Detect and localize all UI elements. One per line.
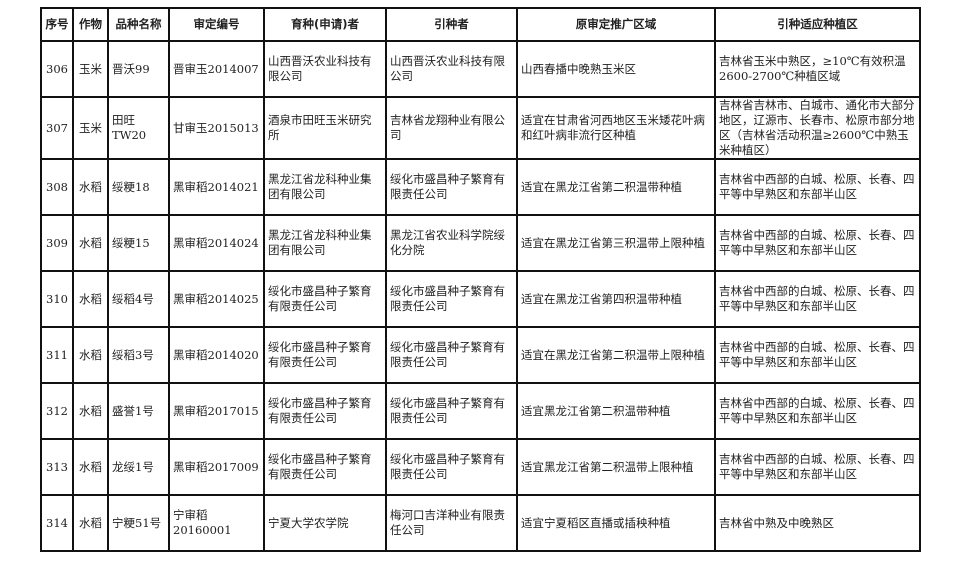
cell-adapted-region: 吉林省中西部的白城、松原、长春、四平等中早熟区和东部半山区	[714, 270, 921, 328]
cell-adapted-region: 吉林省中西部的白城、松原、长春、四平等中早熟区和东部半山区	[714, 214, 921, 272]
variety-table: 序号 作物 品种名称 审定编号 育种(申请)者 引种者 原审定推广区域 引种适应…	[40, 7, 921, 552]
table-row: 308 水稻 绥粳18 黑审稻2014021 黑龙江省龙科种业集团有限公司 绥化市盛昌种子…	[40, 158, 921, 216]
table-row: 310 水稻 绥稻4号 黑审稻2014025 绥化市盛昌种子繁育有限责任公司 绥化市盛昌种…	[40, 270, 921, 328]
header-orig-region: 原审定推广区域	[516, 7, 716, 42]
cell-approval-code: 宁审稻20160001	[168, 494, 265, 552]
cell-adapted-region: 吉林省玉米中熟区，≥10℃有效积温2600-2700℃种植区域	[714, 40, 921, 98]
header-code: 审定编号	[168, 7, 265, 42]
cell-crop: 水稻	[72, 270, 109, 328]
cell-approval-code: 黑审稻2014025	[168, 270, 265, 328]
cell-breeder: 绥化市盛昌种子繁育有限责任公司	[263, 326, 387, 384]
cell-original-region: 适宜黑龙江省第二积温带上限种植	[516, 438, 716, 496]
cell-approval-code: 晋审玉2014007	[168, 40, 265, 98]
cell-approval-code: 黑审稻2017015	[168, 382, 265, 440]
cell-original-region: 适宜在甘肃省河西地区玉米矮花叶病和红叶病非流行区种植	[516, 96, 716, 160]
cell-introducer: 黑龙江省农业科学院绥化分院	[385, 214, 518, 272]
cell-approval-code: 甘审玉2015013	[168, 96, 265, 160]
cell-approval-code: 黑审稻2014024	[168, 214, 265, 272]
cell-introducer: 梅河口吉洋种业有限责任公司	[385, 494, 518, 552]
cell-variety-name: 宁粳51号	[107, 494, 170, 552]
header-row: 序号 作物 品种名称 审定编号 育种(申请)者 引种者 原审定推广区域 引种适应…	[40, 7, 921, 42]
cell-introducer: 山西晋沃农业科技有限公司	[385, 40, 518, 98]
cell-variety-name: 绥粳15	[107, 214, 170, 272]
cell-introducer: 绥化市盛昌种子繁育有限责任公司	[385, 382, 518, 440]
table-row: 313 水稻 龙绥1号 黑审稻2017009 绥化市盛昌种子繁育有限责任公司 绥化市盛昌种…	[40, 438, 921, 496]
header-adapt-region: 引种适应种植区	[714, 7, 921, 42]
cell-crop: 水稻	[72, 382, 109, 440]
cell-adapted-region: 吉林省中熟及中晚熟区	[714, 494, 921, 552]
header-breeder: 育种(申请)者	[263, 7, 387, 42]
table-row: 312 水稻 盛誉1号 黑审稻2017015 绥化市盛昌种子繁育有限责任公司 绥化市盛昌种…	[40, 382, 921, 440]
cell-breeder: 绥化市盛昌种子繁育有限责任公司	[263, 270, 387, 328]
cell-breeder: 绥化市盛昌种子繁育有限责任公司	[263, 438, 387, 496]
table-row: 309 水稻 绥粳15 黑审稻2014024 黑龙江省龙科种业集团有限公司 黑龙江省农业科…	[40, 214, 921, 272]
cell-original-region: 适宜在黑龙江省第三积温带上限种植	[516, 214, 716, 272]
cell-original-region: 适宜在黑龙江省第二积温带种植	[516, 158, 716, 216]
cell-breeder: 宁夏大学农学院	[263, 494, 387, 552]
cell-adapted-region: 吉林省吉林市、白城市、通化市大部分地区，辽源市、长春市、松原市部分地区（吉林省活…	[714, 96, 921, 160]
header-introducer: 引种者	[385, 7, 518, 42]
cell-row-number: 306	[40, 40, 74, 98]
cell-introducer: 绥化市盛昌种子繁育有限责任公司	[385, 438, 518, 496]
cell-breeder: 山西晋沃农业科技有限公司	[263, 40, 387, 98]
cell-row-number: 310	[40, 270, 74, 328]
cell-variety-name: 盛誉1号	[107, 382, 170, 440]
cell-row-number: 307	[40, 96, 74, 160]
cell-introducer: 绥化市盛昌种子繁育有限责任公司	[385, 158, 518, 216]
table-row: 307 玉米 田旺TW20 甘审玉2015013 酒泉市田旺玉米研究所 吉林省龙翔种业有限…	[40, 96, 921, 160]
cell-row-number: 314	[40, 494, 74, 552]
cell-variety-name: 晋沃99	[107, 40, 170, 98]
cell-crop: 水稻	[72, 214, 109, 272]
cell-breeder: 黑龙江省龙科种业集团有限公司	[263, 158, 387, 216]
cell-original-region: 适宜在黑龙江省第四积温带种植	[516, 270, 716, 328]
cell-breeder: 酒泉市田旺玉米研究所	[263, 96, 387, 160]
cell-crop: 玉米	[72, 96, 109, 160]
cell-crop: 玉米	[72, 40, 109, 98]
cell-adapted-region: 吉林省中西部的白城、松原、长春、四平等中早熟区和东部半山区	[714, 158, 921, 216]
cell-crop: 水稻	[72, 494, 109, 552]
header-no: 序号	[40, 7, 74, 42]
cell-adapted-region: 吉林省中西部的白城、松原、长春、四平等中早熟区和东部半山区	[714, 382, 921, 440]
cell-row-number: 313	[40, 438, 74, 496]
cell-original-region: 山西春播中晚熟玉米区	[516, 40, 716, 98]
cell-introducer: 绥化市盛昌种子繁育有限责任公司	[385, 270, 518, 328]
cell-row-number: 309	[40, 214, 74, 272]
cell-approval-code: 黑审稻2017009	[168, 438, 265, 496]
cell-original-region: 适宜在黑龙江省第二积温带上限种植	[516, 326, 716, 384]
cell-row-number: 312	[40, 382, 74, 440]
cell-original-region: 适宜黑龙江省第二积温带种植	[516, 382, 716, 440]
cell-approval-code: 黑审稻2014021	[168, 158, 265, 216]
cell-introducer: 吉林省龙翔种业有限公司	[385, 96, 518, 160]
cell-variety-name: 绥稻4号	[107, 270, 170, 328]
header-crop: 作物	[72, 7, 109, 42]
cell-variety-name: 绥稻3号	[107, 326, 170, 384]
cell-crop: 水稻	[72, 158, 109, 216]
cell-adapted-region: 吉林省中西部的白城、松原、长春、四平等中早熟区和东部半山区	[714, 326, 921, 384]
cell-approval-code: 黑审稻2014020	[168, 326, 265, 384]
table-row: 306 玉米 晋沃99 晋审玉2014007 山西晋沃农业科技有限公司 山西晋沃农业科技有…	[40, 40, 921, 98]
cell-row-number: 308	[40, 158, 74, 216]
table-row: 314 水稻 宁粳51号 宁审稻20160001 宁夏大学农学院 梅河口吉洋种业有限责任公…	[40, 494, 921, 552]
header-variety: 品种名称	[107, 7, 170, 42]
cell-crop: 水稻	[72, 326, 109, 384]
cell-crop: 水稻	[72, 438, 109, 496]
cell-original-region: 适宜宁夏稻区直播或插秧种植	[516, 494, 716, 552]
cell-introducer: 绥化市盛昌种子繁育有限责任公司	[385, 326, 518, 384]
cell-row-number: 311	[40, 326, 74, 384]
table-row: 311 水稻 绥稻3号 黑审稻2014020 绥化市盛昌种子繁育有限责任公司 绥化市盛昌种…	[40, 326, 921, 384]
cell-breeder: 绥化市盛昌种子繁育有限责任公司	[263, 382, 387, 440]
cell-variety-name: 龙绥1号	[107, 438, 170, 496]
cell-adapted-region: 吉林省中西部的白城、松原、长春、四平等中早熟区和东部半山区	[714, 438, 921, 496]
cell-variety-name: 绥粳18	[107, 158, 170, 216]
cell-variety-name: 田旺TW20	[107, 96, 170, 160]
cell-breeder: 黑龙江省龙科种业集团有限公司	[263, 214, 387, 272]
